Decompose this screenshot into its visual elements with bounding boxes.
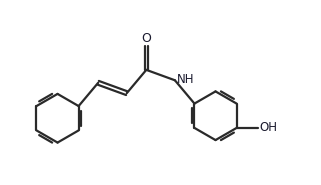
Text: OH: OH	[259, 121, 277, 134]
Text: O: O	[141, 32, 151, 45]
Text: NH: NH	[177, 73, 194, 86]
